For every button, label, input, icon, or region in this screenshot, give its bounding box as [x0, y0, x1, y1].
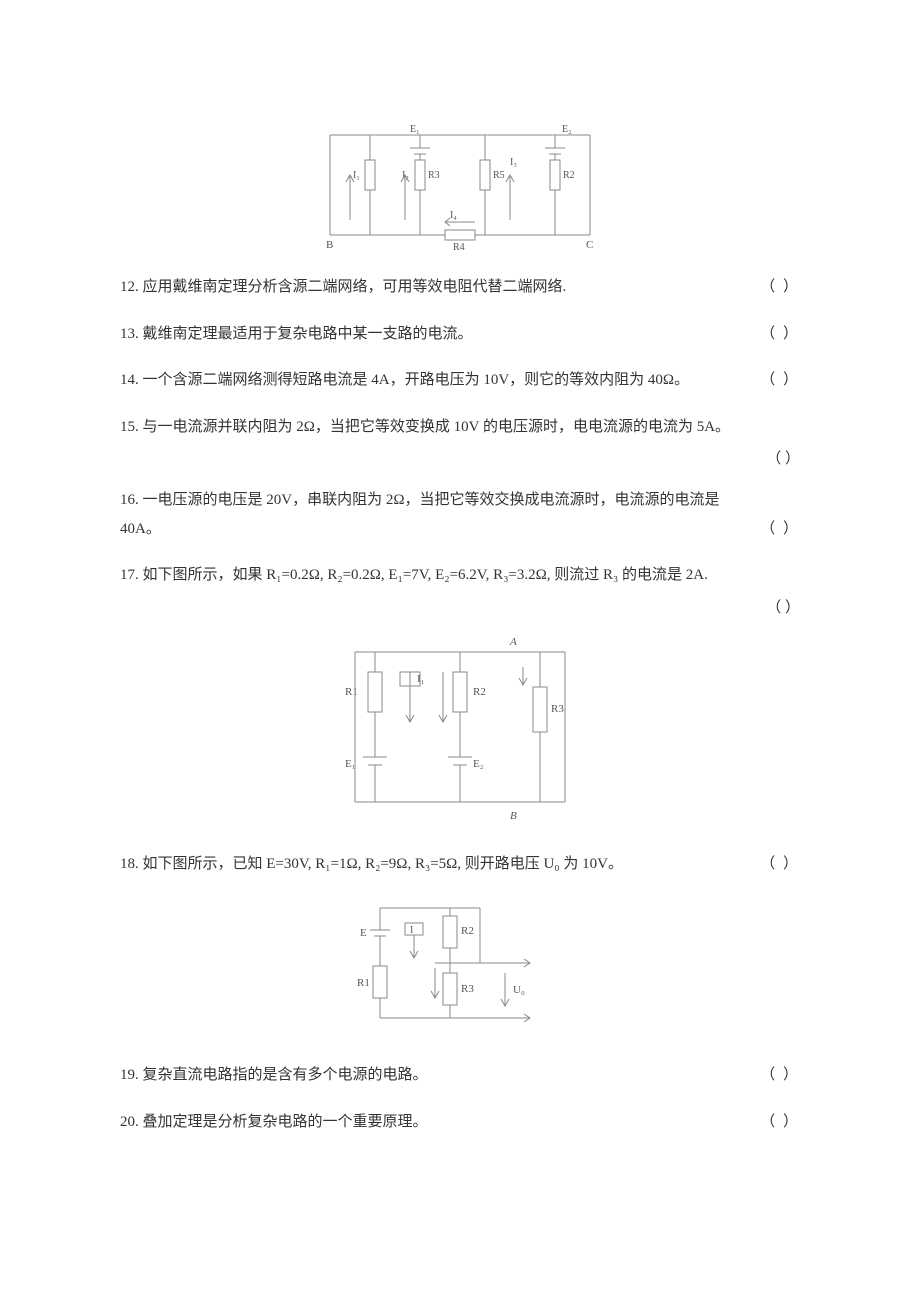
label-r2-2: R2 [473, 686, 486, 698]
q13-text: 戴维南定理最适用于复杂电路中某一支路的电流。 [143, 326, 473, 342]
q20-num: 20. [120, 1114, 139, 1130]
q12-text: 应用戴维南定理分析含源二端网络，可用等效电阻代替二端网络. [143, 279, 567, 295]
q20-text: 叠加定理是分析复杂电路的一个重要原理。 [143, 1114, 428, 1130]
q15-text: 与一电流源并联内阻为 2Ω，当把它等效变换成 10V 的电压源时，电电流源的电流… [143, 419, 731, 435]
q19-blank: （ ） [760, 1061, 800, 1090]
q13-blank: （ ） [760, 320, 800, 349]
label-r3-3: R3 [461, 983, 474, 995]
q18-text: 如下图所示，已知 E=30V, R₁=1Ω, R₂=9Ω, R₃=5Ω, 则开路… [143, 856, 623, 872]
q17-text: 如下图所示，如果 R₁=0.2Ω, R₂=0.2Ω, E₁=7V, E₂=6.2… [143, 567, 708, 583]
question-20: 20. 叠加定理是分析复杂电路的一个重要原理。 （ ） [120, 1108, 800, 1137]
label-r2: R2 [563, 170, 575, 181]
label-i4: I₄ [450, 210, 457, 221]
q12-num: 12. [120, 279, 139, 295]
figure-1: R4 I₁ E₁ R3 I₂ R5 [120, 120, 800, 255]
q14-text: 一个含源二端网络测得短路电流是 4A，开路电压为 10V，则它的等效内阻为 40… [143, 372, 690, 388]
question-14: 14. 一个含源二端网络测得短路电流是 4A，开路电压为 10V，则它的等效内阻… [120, 366, 800, 395]
q12-blank: （ ） [760, 273, 800, 302]
label-i1: I₁ [353, 170, 360, 181]
q17-blank: （ ） [766, 600, 800, 616]
label-b2: B [510, 810, 517, 822]
q15-blank: （ ） [766, 451, 800, 467]
label-i3: I₃ [510, 157, 517, 168]
label-r3-2: R3 [551, 703, 564, 715]
q18-blank: （ ） [760, 850, 800, 879]
q14-blank: （ ） [760, 366, 800, 395]
label-e-3: E [360, 927, 367, 939]
circuit-diagram-1: R4 I₁ E₁ R3 I₂ R5 [310, 120, 610, 250]
label-r5: R5 [493, 170, 505, 181]
q16-num: 16. [120, 492, 139, 508]
q18-num: 18. [120, 856, 139, 872]
question-19: 19. 复杂直流电路指的是含有多个电源的电路。 （ ） [120, 1061, 800, 1090]
question-17: 17. 如下图所示，如果 R₁=0.2Ω, R₂=0.2Ω, E₁=7V, E₂… [120, 561, 800, 590]
label-e1-2: E₁ [345, 758, 356, 770]
label-r1-2: R1 [345, 686, 358, 698]
q15-blank-row: （ ） [120, 447, 800, 468]
q16-blank: （ ） [760, 515, 800, 544]
q16-text-b: 40A。 [120, 521, 161, 537]
circuit-diagram-3: E R1 I R2 R3 [355, 888, 565, 1038]
label-u0-3: U₀ [513, 984, 525, 996]
label-r2-3: R2 [461, 925, 474, 937]
q17-blank-row: （ ） [120, 596, 800, 617]
figure-2: A B R1 E₁ I₁ R2 E₂ [120, 627, 800, 832]
label-e2-2: E₂ [473, 758, 484, 770]
q16-text-a: 一电压源的电压是 20V，串联内阻为 2Ω，当把它等效交换成电流源时，电流源的电… [143, 492, 720, 508]
label-i1-2: I₁ [417, 673, 425, 685]
page: R4 I₁ E₁ R3 I₂ R5 [0, 0, 920, 1202]
q17-num: 17. [120, 567, 139, 583]
q14-num: 14. [120, 372, 139, 388]
figure-3: E R1 I R2 R3 [120, 888, 800, 1043]
question-15: 15. 与一电流源并联内阻为 2Ω，当把它等效变换成 10V 的电压源时，电电流… [120, 413, 800, 442]
q20-blank: （ ） [760, 1108, 800, 1137]
label-r1-3: R1 [357, 977, 370, 989]
circuit-diagram-2: A B R1 E₁ I₁ R2 E₂ [335, 627, 585, 827]
q13-num: 13. [120, 326, 139, 342]
question-13: 13. 戴维南定理最适用于复杂电路中某一支路的电流。 （ ） [120, 320, 800, 349]
question-16-line2: 40A。 （ ） [120, 515, 800, 544]
q19-num: 19. [120, 1067, 139, 1083]
label-e2: E₂ [562, 124, 572, 135]
label-b: B [326, 239, 333, 250]
label-e1: E₁ [410, 124, 420, 135]
q19-text: 复杂直流电路指的是含有多个电源的电路。 [143, 1067, 428, 1083]
q15-num: 15. [120, 419, 139, 435]
label-a: A [509, 636, 517, 648]
question-18: 18. 如下图所示，已知 E=30V, R₁=1Ω, R₂=9Ω, R₃=5Ω,… [120, 850, 800, 879]
question-16: 16. 一电压源的电压是 20V，串联内阻为 2Ω，当把它等效交换成电流源时，电… [120, 486, 800, 515]
question-12: 12. 应用戴维南定理分析含源二端网络，可用等效电阻代替二端网络. （ ） [120, 273, 800, 302]
label-i-3: I [410, 925, 413, 936]
label-c: C [586, 239, 593, 250]
label-r4: R4 [453, 242, 465, 250]
label-r3: R3 [428, 170, 440, 181]
